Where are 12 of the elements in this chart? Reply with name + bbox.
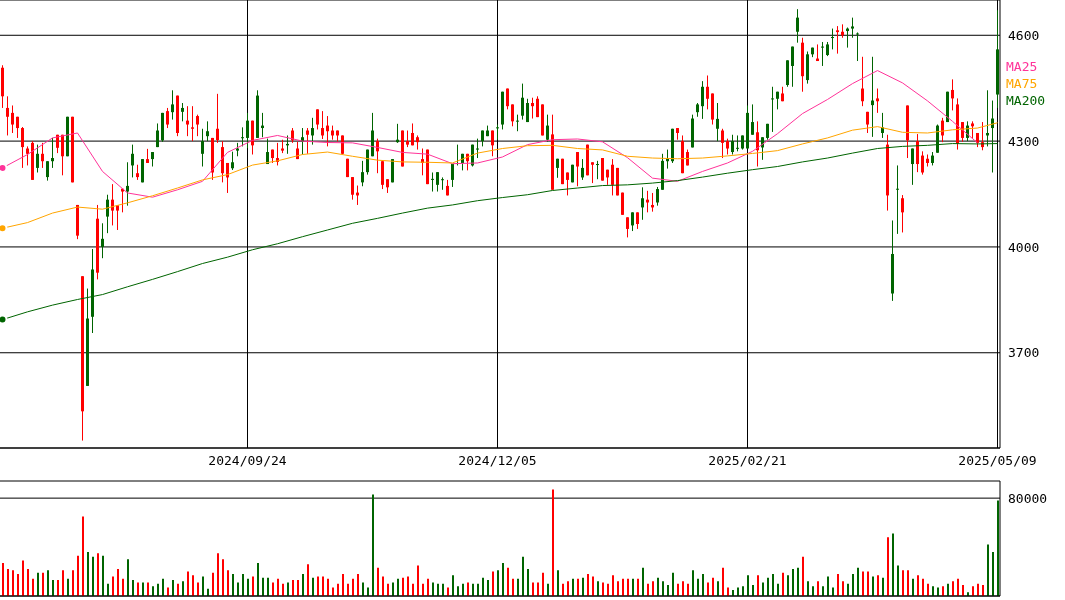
x-tick-label: 2025/02/21 — [708, 453, 787, 469]
y-tick-label: 80000 — [1008, 490, 1048, 506]
y-tick-label: 3700 — [1008, 345, 1040, 361]
text: MA25 — [1006, 58, 1039, 75]
text: MA75 — [1006, 75, 1039, 92]
x-tick-label: 2024/12/05 — [458, 453, 537, 469]
x-tick-label: 2024/09/24 — [208, 453, 287, 469]
text: MA200 — [1006, 92, 1046, 109]
y-tick-label: 4600 — [1008, 27, 1040, 43]
x-tick-label: 2025/05/09 — [958, 453, 1037, 469]
y-tick-label: 4000 — [1008, 239, 1040, 255]
y-tick-label: 4300 — [1008, 133, 1040, 149]
